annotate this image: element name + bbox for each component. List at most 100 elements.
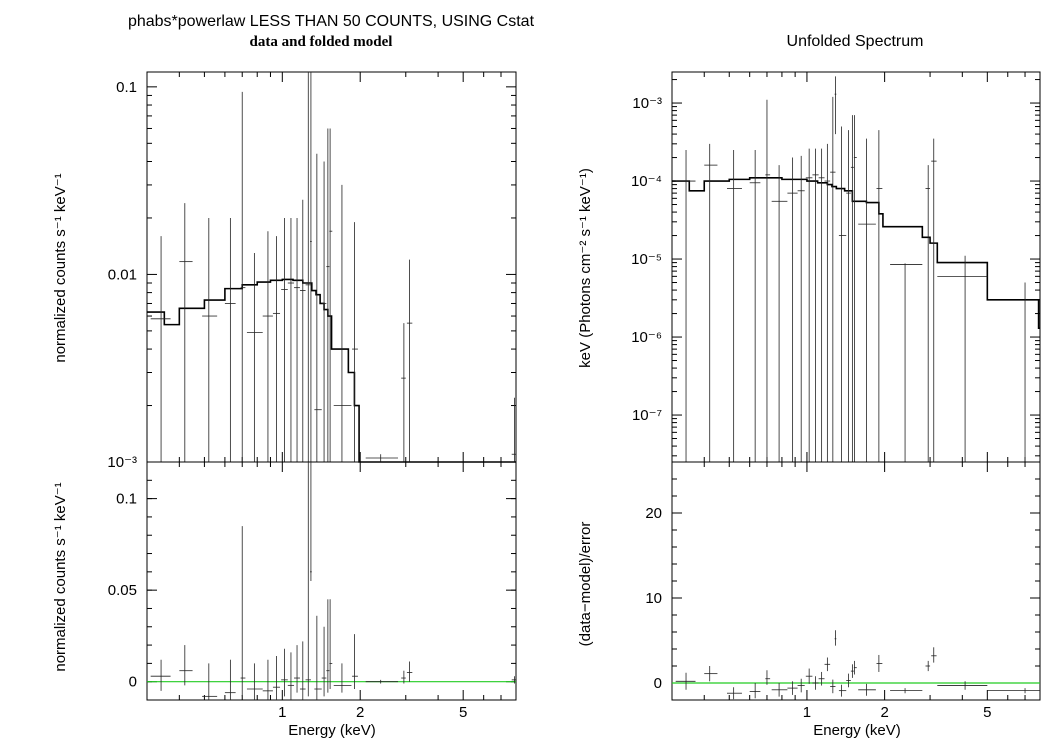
- data-point: [401, 323, 406, 462]
- data-point: [765, 99, 771, 462]
- ylabel-right-bottom: (data−model)/error: [577, 522, 594, 647]
- data-point: [310, 72, 312, 462]
- model-curve: [147, 278, 516, 463]
- data-point: [834, 76, 837, 135]
- data-point: [511, 676, 516, 684]
- data-point: [262, 231, 273, 462]
- data-point: [310, 462, 312, 581]
- data-point: [246, 663, 263, 700]
- data-point: [150, 236, 171, 462]
- data-point: [805, 148, 813, 462]
- data-point: [314, 615, 322, 700]
- model-curve: [672, 177, 1040, 329]
- data-point: [401, 670, 406, 684]
- data-point: [876, 130, 883, 462]
- data-point: [294, 217, 300, 462]
- plot-frame: [671, 71, 1041, 463]
- data-point: [858, 683, 876, 696]
- data-point: [179, 645, 193, 686]
- data-point: [329, 128, 333, 462]
- ylabel-left-top: normalized counts s⁻¹ keV⁻¹: [52, 173, 69, 362]
- data-point: [406, 661, 413, 682]
- data-point: [749, 683, 761, 699]
- data-point: [272, 656, 281, 700]
- y-tick-label: 0.01: [108, 266, 137, 283]
- data-point: [287, 217, 295, 462]
- data-point: [749, 150, 761, 462]
- data-point: [329, 599, 333, 690]
- x-tick-label: 5: [459, 704, 467, 721]
- data-point: [771, 683, 788, 697]
- data-point: [262, 659, 273, 700]
- data-point: [830, 679, 836, 694]
- y-tick-label: 10⁻⁷: [632, 407, 662, 424]
- y-tick-label: 10⁻⁵: [631, 251, 662, 268]
- data-point: [365, 454, 399, 462]
- data-point: [321, 161, 327, 462]
- data-point: [937, 681, 988, 690]
- data-point: [846, 673, 851, 688]
- data-point: [406, 259, 413, 462]
- ylabel-right-top: keV (Photons cm⁻² s⁻¹ keV⁻¹): [577, 168, 594, 368]
- data-point: [987, 282, 1040, 463]
- data-point: [321, 626, 327, 697]
- data-point: [281, 648, 288, 697]
- data-point: [675, 150, 696, 462]
- data-point: [787, 681, 798, 695]
- y-tick-label: 0.05: [108, 582, 137, 599]
- data-point: [281, 217, 288, 462]
- data-point: [771, 165, 788, 462]
- data-point: [797, 155, 805, 462]
- data-point: [890, 688, 923, 694]
- ylabel-left-bottom: normalized counts s⁻¹ keV⁻¹: [52, 482, 69, 671]
- right-title: Unfolded Spectrum: [787, 33, 924, 50]
- data-point: [675, 672, 696, 690]
- data-point: [850, 115, 854, 462]
- data-point: [812, 676, 819, 690]
- plot-frame: [671, 461, 1041, 701]
- y-tick-label: 10⁻⁶: [631, 329, 662, 346]
- data-point: [937, 255, 988, 462]
- data-point: [352, 634, 358, 690]
- data-point: [987, 688, 1040, 694]
- data-point: [925, 660, 931, 672]
- data-point: [240, 91, 246, 462]
- y-tick-label: 0.1: [116, 491, 137, 508]
- data-point: [830, 96, 836, 462]
- data-point: [246, 253, 263, 462]
- data-point: [305, 462, 311, 697]
- y-tick-label: 0: [129, 674, 137, 691]
- data-point: [299, 199, 306, 462]
- panel-1: 1 2 5 0 0.05 0.1: [108, 461, 517, 721]
- data-point: [352, 222, 358, 462]
- data-point: [333, 184, 352, 462]
- xlabel-left: Energy (keV): [288, 722, 376, 739]
- panel-2: 10⁻⁷ 10⁻⁶ 10⁻⁵ 10⁻⁴ 10⁻³: [631, 71, 1041, 463]
- data-point: [853, 115, 857, 462]
- data-point: [846, 130, 851, 462]
- data-point: [824, 657, 831, 672]
- data-point: [838, 684, 847, 697]
- data-point: [818, 671, 825, 686]
- data-point: [931, 138, 937, 462]
- data-point: [365, 679, 399, 684]
- data-point: [333, 663, 352, 693]
- data-point: [818, 148, 825, 462]
- panel-0: 10⁻³ 0.01 0.1: [107, 71, 517, 471]
- y-tick-label: 10⁻³: [632, 95, 662, 112]
- data-point: [931, 647, 937, 663]
- left-subtitle: data and folded model: [250, 34, 393, 50]
- data-point: [224, 659, 236, 700]
- left-main-title: phabs*powerlaw LESS THAN 50 COUNTS, USIN…: [128, 13, 535, 30]
- data-point: [812, 148, 819, 462]
- data-point: [272, 236, 281, 462]
- data-point: [314, 153, 322, 462]
- panel-3: 1 2 5 0 10 20: [645, 461, 1041, 721]
- x-tick-label: 2: [880, 704, 888, 721]
- y-tick-label: 0: [654, 675, 662, 692]
- data-point: [726, 150, 742, 462]
- data-point: [805, 668, 813, 684]
- x-tick-label: 5: [983, 704, 991, 721]
- data-point: [326, 128, 330, 462]
